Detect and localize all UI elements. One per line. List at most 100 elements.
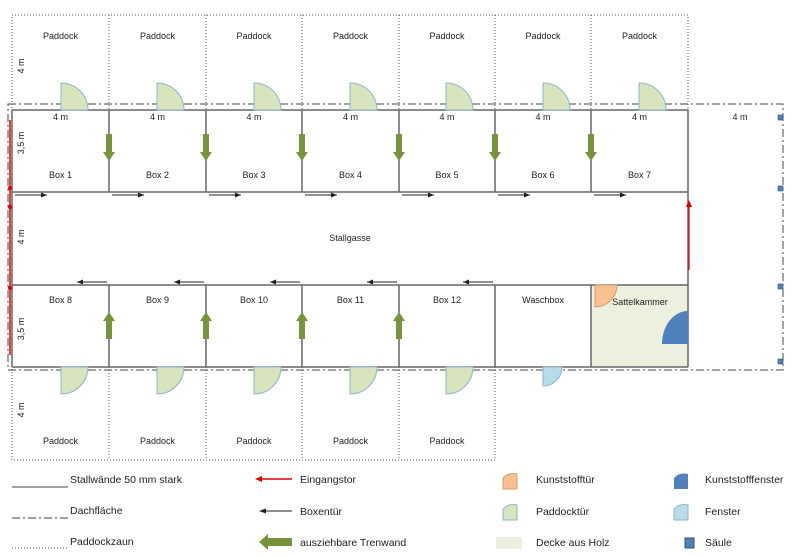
legend-roof-label: Dachfläche	[70, 505, 123, 517]
legend-plastic-window-label: Kunststofffenster	[705, 474, 784, 486]
box-door-arrowhead-icon	[235, 192, 241, 198]
legend-partition-icon	[259, 534, 292, 550]
paddock-label: Paddock	[333, 436, 369, 446]
box-door-arrowhead-icon	[77, 279, 83, 285]
legend-pillar-icon	[684, 537, 695, 549]
paddock-door-icon	[253, 366, 282, 395]
partition-arrow-icon	[200, 134, 212, 161]
box-door-arrowhead-icon	[463, 279, 469, 285]
legend-paddock-door-icon	[502, 504, 518, 521]
box-label: Box 9	[146, 295, 169, 305]
partition-arrow-icon	[296, 134, 308, 161]
box-label: Box 11	[337, 295, 364, 305]
width-dimension-label: 4 m	[343, 112, 358, 122]
tack-room-label: Sattelkammer	[612, 297, 668, 307]
legend-walls-label: Stallwände 50 mm stark	[70, 474, 183, 486]
paddock-label: Paddock	[43, 31, 79, 41]
entrance-gate-hinge-icon	[8, 286, 12, 290]
width-dimension-label: 4 m	[732, 112, 747, 122]
paddock-door-icon	[60, 366, 89, 395]
paddock-label: Paddock	[622, 31, 658, 41]
box-label: Box 1	[49, 170, 72, 180]
paddock-door-icon	[156, 82, 185, 111]
aisle-label: Stallgasse	[329, 233, 371, 243]
pillar-icon	[777, 114, 784, 121]
roof-outline	[7, 103, 784, 371]
partition-arrow-icon	[103, 134, 115, 161]
box-label: Box 3	[242, 170, 265, 180]
plastic-door-icon	[594, 284, 618, 308]
washroom-label: Waschbox	[522, 295, 564, 305]
pillar-icon	[777, 358, 784, 365]
entrance-gate-hinge-icon	[8, 205, 12, 209]
paddock-label: Paddock	[333, 31, 369, 41]
legend-entrance-arrowhead-icon	[255, 476, 262, 482]
entrance-gate-hinge-icon	[8, 186, 12, 190]
paddock-label: Paddock	[525, 31, 561, 41]
legend-plastic-door-label: Kunststofftür	[536, 474, 595, 486]
width-dimension-label: 4 m	[632, 112, 647, 122]
pillar-icon	[777, 283, 784, 290]
top-paddock-fence	[11, 14, 689, 111]
partition-arrow-icon	[489, 134, 501, 161]
legend-window-label: Fenster	[705, 506, 741, 518]
pillar-icon	[777, 185, 784, 192]
box-label: Box 7	[628, 170, 651, 180]
plastic-window-icon	[662, 311, 688, 344]
legend-box-door-label: Boxentür	[300, 506, 343, 518]
paddock-door-icon	[156, 366, 185, 395]
paddock-door-icon	[349, 82, 378, 111]
box-label: Box 8	[49, 295, 72, 305]
legend-paddock-door-label: Paddocktür	[536, 506, 590, 518]
paddock-label: Paddock	[429, 436, 465, 446]
legend-plastic-window-icon	[674, 473, 688, 489]
box-depth-label: 3,5 m	[16, 318, 26, 341]
legend-wood-ceiling-swatch	[496, 537, 522, 549]
partition-arrow-icon	[585, 134, 597, 161]
box-label: Box 10	[240, 295, 268, 305]
legend-wood-ceiling-label: Decke aus Holz	[536, 537, 610, 549]
box-label: Box 12	[433, 295, 461, 305]
paddock-label: Paddock	[429, 31, 465, 41]
box-label: Box 6	[531, 170, 554, 180]
partition-arrow-icon	[103, 312, 115, 339]
box-door-arrowhead-icon	[367, 279, 373, 285]
paddock-label: Paddock	[236, 31, 272, 41]
box-door-arrowhead-icon	[138, 192, 144, 198]
partition-arrow-icon	[393, 312, 405, 339]
legend-entrance-label: Eingangstor	[300, 474, 357, 486]
aisle-width-label: 4 m	[16, 229, 26, 244]
paddock-door-icon	[542, 82, 571, 111]
box-door-arrowhead-icon	[174, 279, 180, 285]
width-dimension-label: 4 m	[150, 112, 165, 122]
paddock-depth-label: 4 m	[16, 402, 26, 417]
box-label: Box 4	[339, 170, 362, 180]
partition-arrow-icon	[200, 312, 212, 339]
partition-arrow-icon	[393, 134, 405, 161]
paddock-label: Paddock	[140, 31, 176, 41]
width-dimension-label: 4 m	[246, 112, 261, 122]
box-door-arrowhead-icon	[41, 192, 47, 198]
legend-pillar-label: Säule	[705, 537, 732, 549]
paddock-depth-label: 4 m	[16, 58, 26, 73]
width-dimension-label: 4 m	[53, 112, 68, 122]
box-label: Box 2	[146, 170, 169, 180]
paddock-label: Paddock	[43, 436, 79, 446]
box-door-arrowhead-icon	[270, 279, 276, 285]
legend-plastic-door-icon	[502, 473, 518, 490]
legend-fence-label: Paddockzaun	[70, 536, 134, 548]
box-label: Box 5	[435, 170, 458, 180]
partition-arrow-icon	[296, 312, 308, 339]
paddock-door-icon	[445, 82, 474, 111]
box-door-arrowhead-icon	[620, 192, 626, 198]
paddock-label: Paddock	[140, 436, 176, 446]
paddock-door-icon	[349, 366, 378, 395]
window-icon	[542, 366, 563, 387]
paddock-label: Paddock	[236, 436, 272, 446]
legend-partition-label: ausziehbare Trenwand	[300, 537, 406, 549]
box-door-arrowhead-icon	[524, 192, 530, 198]
legend-window-icon	[673, 504, 689, 521]
paddock-door-icon	[638, 82, 667, 111]
box-door-arrowhead-icon	[331, 192, 337, 198]
